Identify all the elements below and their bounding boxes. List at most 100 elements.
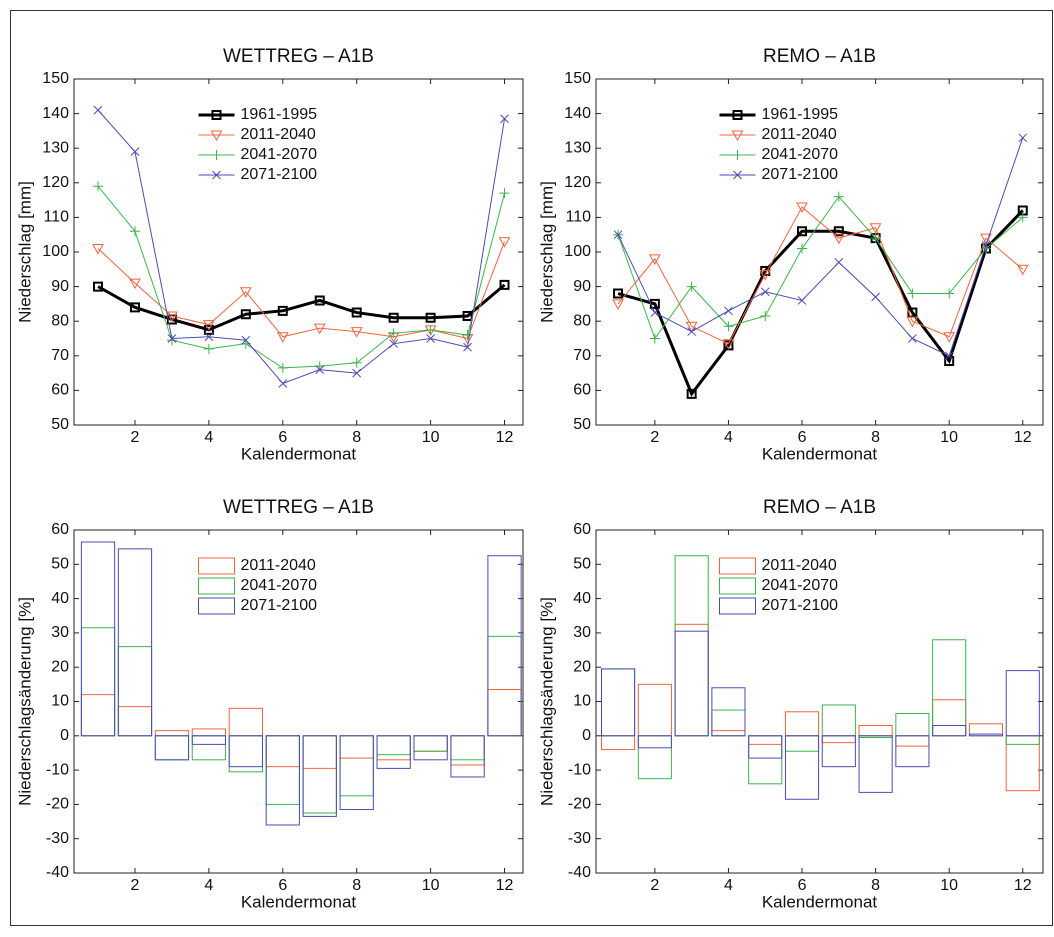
marker bbox=[723, 321, 734, 332]
marker bbox=[613, 288, 624, 299]
marker bbox=[212, 170, 221, 180]
marker bbox=[613, 230, 623, 240]
marker bbox=[350, 327, 363, 338]
marker bbox=[797, 296, 807, 305]
marker bbox=[944, 351, 954, 361]
marker bbox=[870, 233, 881, 244]
marker bbox=[759, 269, 772, 281]
x-tick-label: 2 bbox=[650, 877, 659, 894]
y-tick-label: 20 bbox=[51, 658, 69, 675]
x-tick-label: 10 bbox=[940, 429, 958, 446]
bar bbox=[302, 735, 337, 817]
marker bbox=[315, 365, 325, 374]
series-line bbox=[97, 185, 506, 369]
x-tick-label: 4 bbox=[204, 877, 213, 894]
marker bbox=[649, 254, 661, 265]
marker bbox=[93, 105, 103, 115]
marker bbox=[388, 328, 399, 339]
marker bbox=[732, 150, 743, 160]
y-axis-label: Niederschlagsänderung [%] bbox=[15, 597, 34, 806]
x-tick-label: 12 bbox=[1014, 429, 1032, 446]
plot-area bbox=[595, 529, 1044, 874]
marker bbox=[352, 368, 362, 378]
y-tick-label: 130 bbox=[42, 139, 69, 156]
plot-area bbox=[595, 78, 1044, 426]
marker bbox=[239, 287, 252, 298]
chart-title: REMO – A1B bbox=[763, 46, 876, 67]
legend-swatch bbox=[719, 577, 756, 595]
marker bbox=[203, 343, 214, 354]
marker bbox=[797, 243, 808, 254]
marker bbox=[650, 308, 660, 317]
x-tick-label: 4 bbox=[204, 429, 213, 446]
x-tick-label: 4 bbox=[724, 429, 733, 446]
y-tick-label: 140 bbox=[564, 105, 591, 122]
y-tick-label: 150 bbox=[564, 70, 591, 87]
marker bbox=[724, 306, 733, 316]
x-tick-label: 6 bbox=[278, 877, 287, 894]
marker bbox=[203, 320, 215, 331]
bar bbox=[711, 687, 746, 737]
x-tick-label: 6 bbox=[278, 429, 287, 446]
series-line bbox=[617, 209, 1024, 397]
marker bbox=[649, 333, 660, 344]
y-tick-label: 120 bbox=[564, 174, 591, 191]
x-axis-label: Kalendermonat bbox=[241, 444, 357, 463]
marker bbox=[204, 332, 214, 342]
bar bbox=[784, 735, 820, 800]
y-tick-label: 110 bbox=[565, 209, 591, 226]
bar bbox=[968, 733, 1004, 737]
marker bbox=[796, 202, 808, 214]
x-tick-label: 10 bbox=[940, 877, 958, 894]
y-tick-label: 80 bbox=[573, 312, 591, 329]
marker bbox=[240, 309, 251, 320]
y-tick-label: 30 bbox=[51, 624, 69, 641]
bar bbox=[339, 735, 374, 811]
x-axis-label: Kalendermonat bbox=[241, 892, 357, 911]
marker bbox=[92, 244, 104, 255]
marker bbox=[166, 311, 178, 323]
x-tick-label: 12 bbox=[496, 877, 514, 894]
bar bbox=[932, 725, 967, 737]
legend-label: 1961-1995 bbox=[241, 106, 318, 123]
marker bbox=[832, 233, 845, 245]
x-tick-label: 10 bbox=[422, 429, 440, 446]
legend-swatch bbox=[198, 597, 235, 615]
x-tick-label: 8 bbox=[352, 877, 361, 894]
y-tick-label: -10 bbox=[46, 761, 69, 778]
y-tick-label: -20 bbox=[568, 796, 591, 813]
marker bbox=[167, 334, 177, 343]
marker bbox=[499, 279, 510, 290]
x-tick-label: 6 bbox=[798, 429, 807, 446]
marker bbox=[760, 311, 771, 322]
legend-label: 2041-2070 bbox=[762, 577, 839, 594]
chart-title: WETTREG – A1B bbox=[223, 46, 374, 67]
marker bbox=[834, 258, 844, 267]
y-tick-label: 60 bbox=[573, 521, 591, 538]
marker bbox=[276, 332, 289, 343]
marker bbox=[278, 379, 288, 388]
y-tick-label: 140 bbox=[42, 105, 69, 122]
marker bbox=[907, 288, 918, 299]
y-tick-label: 70 bbox=[573, 347, 591, 364]
marker bbox=[981, 240, 991, 250]
x-tick-label: 12 bbox=[496, 429, 514, 446]
marker bbox=[389, 339, 399, 349]
legend-swatch bbox=[719, 597, 756, 615]
y-axis-label: Niederschlagsänderung [%] bbox=[537, 597, 556, 806]
series-line bbox=[97, 241, 505, 340]
marker bbox=[462, 330, 473, 341]
y-tick-label: 70 bbox=[51, 347, 69, 364]
y-tick-label: 100 bbox=[42, 243, 69, 260]
x-tick-label: 8 bbox=[352, 429, 361, 446]
marker bbox=[314, 295, 325, 306]
series-line bbox=[617, 137, 1024, 357]
y-tick-label: 150 bbox=[42, 70, 69, 87]
chart-title: WETTREG – A1B bbox=[223, 497, 374, 518]
marker bbox=[203, 324, 214, 335]
legend-label: 2011-2040 bbox=[762, 126, 837, 143]
y-tick-label: 120 bbox=[42, 174, 69, 191]
marker bbox=[129, 226, 140, 237]
frame bbox=[10, 10, 1053, 926]
marker bbox=[241, 335, 251, 345]
